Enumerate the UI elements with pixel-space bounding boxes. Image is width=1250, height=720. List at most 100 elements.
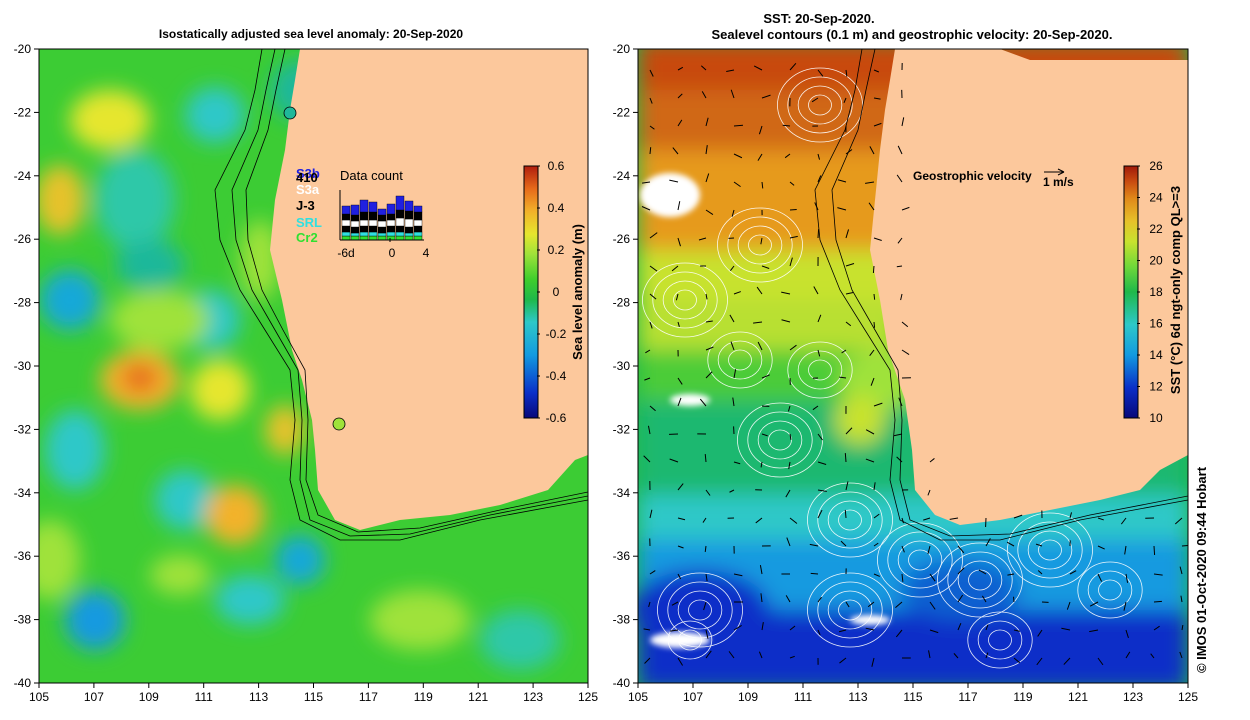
velocity-arrow bbox=[644, 377, 651, 381]
satellite-legend-entry: S3b bbox=[296, 166, 320, 181]
velocity-arrow bbox=[1069, 570, 1077, 575]
sea-level-contour bbox=[947, 551, 1013, 609]
velocity-arrow bbox=[671, 601, 679, 606]
velocity-arrow bbox=[782, 124, 791, 127]
velocity-arrow bbox=[929, 458, 935, 463]
velocity-arrow bbox=[761, 622, 764, 631]
velocity-arrow bbox=[900, 293, 903, 301]
sea-level-contour bbox=[1027, 530, 1073, 570]
velocity-arrow bbox=[677, 66, 684, 71]
velocity-arrow bbox=[897, 145, 903, 155]
data-count-bar-segment bbox=[395, 217, 405, 227]
velocity-arrow bbox=[649, 97, 653, 104]
x-tick-label: 119 bbox=[1013, 690, 1032, 704]
velocity-arrow bbox=[817, 461, 827, 465]
sea-level-contour bbox=[717, 207, 803, 283]
data-count-bar-segment bbox=[404, 235, 414, 241]
velocity-arrow bbox=[869, 349, 875, 356]
velocity-arrow bbox=[729, 314, 735, 323]
velocity-arrow bbox=[985, 652, 989, 659]
sea-level-contour bbox=[797, 350, 843, 390]
y-tick-label: -28 bbox=[14, 296, 32, 310]
sst-colorbar bbox=[1123, 165, 1139, 419]
velocity-arrow bbox=[677, 201, 681, 211]
x-tick-label: 109 bbox=[139, 690, 159, 704]
sea-level-contour bbox=[1077, 561, 1143, 619]
velocity-arrow bbox=[1013, 514, 1023, 519]
velocity-arrow bbox=[671, 265, 679, 272]
sea-level-contour bbox=[807, 572, 893, 648]
velocity-arrow bbox=[729, 489, 735, 493]
velocity-arrow bbox=[985, 624, 989, 631]
data-count-bar-segment bbox=[341, 205, 351, 215]
velocity-arrow bbox=[705, 573, 708, 582]
velocity-arrow bbox=[731, 209, 735, 217]
data-count-bar-segment bbox=[404, 200, 414, 212]
velocity-arrow bbox=[649, 69, 654, 77]
velocity-arrow bbox=[753, 65, 763, 71]
x-tick-label: 125 bbox=[1178, 690, 1198, 704]
data-count-tick-label: -6d bbox=[337, 246, 354, 260]
sea-level-contour bbox=[1087, 570, 1133, 610]
x-tick-label: 123 bbox=[523, 690, 543, 704]
velocity-arrow bbox=[810, 572, 819, 575]
velocity-arrow bbox=[1153, 625, 1160, 631]
velocity-arrow bbox=[729, 265, 735, 271]
velocity-arrow bbox=[1120, 517, 1127, 525]
velocity-arrow bbox=[817, 489, 827, 492]
x-tick-label: 105 bbox=[628, 690, 648, 704]
velocity-arrow bbox=[785, 489, 791, 498]
sea-level-contour bbox=[678, 629, 702, 651]
velocity-arrow bbox=[957, 622, 962, 631]
velocity-arrow bbox=[1181, 624, 1184, 631]
sea-level-contour bbox=[1017, 521, 1083, 579]
velocity-arrow bbox=[868, 202, 875, 211]
velocity-key-unit: 1 m/s bbox=[1043, 175, 1074, 189]
velocity-arrow bbox=[1153, 600, 1162, 603]
sea-level-contour bbox=[707, 331, 773, 389]
velocity-arrow bbox=[730, 89, 735, 99]
geostrophic-velocity-key: Geostrophic velocity 1 m/s bbox=[913, 168, 1074, 189]
velocity-arrow bbox=[813, 286, 819, 295]
velocity-arrow bbox=[733, 153, 743, 159]
velocity-arrow bbox=[649, 293, 657, 300]
data-count-bar-segment bbox=[359, 235, 369, 241]
sea-level-contour bbox=[838, 509, 862, 531]
x-tick-label: 107 bbox=[84, 690, 104, 704]
velocity-arrow bbox=[873, 402, 883, 407]
colorbar-tick-label: 22 bbox=[1149, 222, 1163, 236]
velocity-arrow bbox=[677, 483, 684, 491]
right-panel-title-line2: Sealevel contours (0.1 m) and geostrophi… bbox=[712, 27, 1113, 42]
velocity-arrow bbox=[869, 146, 875, 155]
velocity-arrow bbox=[845, 69, 848, 77]
sea-level-contour bbox=[887, 531, 953, 589]
velocity-arrow bbox=[1097, 657, 1104, 666]
y-tick-label: -26 bbox=[613, 232, 631, 246]
velocity-arrow bbox=[901, 573, 904, 582]
velocity-arrow bbox=[781, 319, 791, 323]
velocity-arrow bbox=[761, 181, 764, 189]
velocity-arrow bbox=[949, 517, 959, 520]
colorbar-tick-label: 16 bbox=[1149, 317, 1163, 331]
velocity-arrow bbox=[789, 257, 793, 267]
velocity-arrow bbox=[677, 573, 682, 580]
velocity-arrow bbox=[1097, 545, 1105, 550]
sea-level-contour bbox=[808, 94, 832, 116]
velocity-arrow bbox=[649, 570, 656, 575]
velocity-arrow bbox=[677, 377, 683, 385]
sea-level-contour bbox=[988, 629, 1012, 651]
y-tick-label: -40 bbox=[14, 676, 32, 690]
data-count-bar-segment bbox=[377, 226, 387, 234]
sea-level-contour bbox=[787, 76, 853, 134]
x-tick-label: 111 bbox=[794, 690, 813, 704]
data-count-bar-segment bbox=[350, 232, 360, 237]
velocity-arrow bbox=[844, 452, 847, 463]
velocity-arrow bbox=[873, 97, 881, 100]
colorbar-tick-label: -0.6 bbox=[546, 411, 567, 425]
y-tick-label: -26 bbox=[14, 232, 32, 246]
velocity-arrow bbox=[927, 545, 931, 555]
data-count-bars bbox=[341, 195, 423, 241]
velocity-arrow bbox=[701, 91, 707, 99]
velocity-arrow bbox=[677, 657, 684, 666]
